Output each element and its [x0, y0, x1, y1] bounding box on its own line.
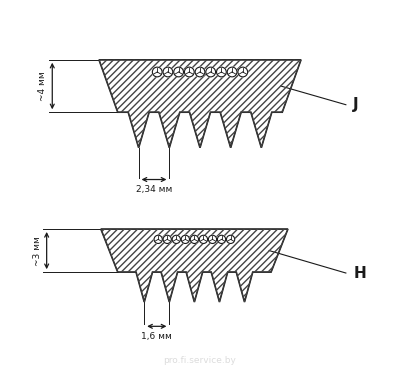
- Circle shape: [190, 235, 198, 243]
- Text: ~3 мм: ~3 мм: [33, 236, 42, 266]
- Circle shape: [174, 67, 184, 77]
- Text: H: H: [353, 266, 366, 280]
- Circle shape: [238, 67, 248, 77]
- Text: ~4 мм: ~4 мм: [38, 71, 48, 101]
- Text: 2,34 мм: 2,34 мм: [136, 185, 172, 194]
- Circle shape: [216, 67, 226, 77]
- Circle shape: [181, 235, 190, 243]
- Circle shape: [199, 235, 208, 243]
- Circle shape: [184, 67, 194, 77]
- Text: J: J: [353, 97, 359, 112]
- Polygon shape: [101, 229, 288, 302]
- Circle shape: [206, 67, 216, 77]
- Circle shape: [154, 235, 162, 243]
- Circle shape: [195, 67, 205, 77]
- Text: 1,6 мм: 1,6 мм: [141, 332, 172, 341]
- Circle shape: [226, 235, 235, 243]
- Polygon shape: [99, 60, 301, 148]
- Circle shape: [227, 67, 237, 77]
- Circle shape: [172, 235, 180, 243]
- Circle shape: [218, 235, 226, 243]
- Circle shape: [208, 235, 217, 243]
- Circle shape: [163, 235, 171, 243]
- Text: pro.fi.service.by: pro.fi.service.by: [164, 356, 236, 365]
- Circle shape: [163, 67, 173, 77]
- Circle shape: [152, 67, 162, 77]
